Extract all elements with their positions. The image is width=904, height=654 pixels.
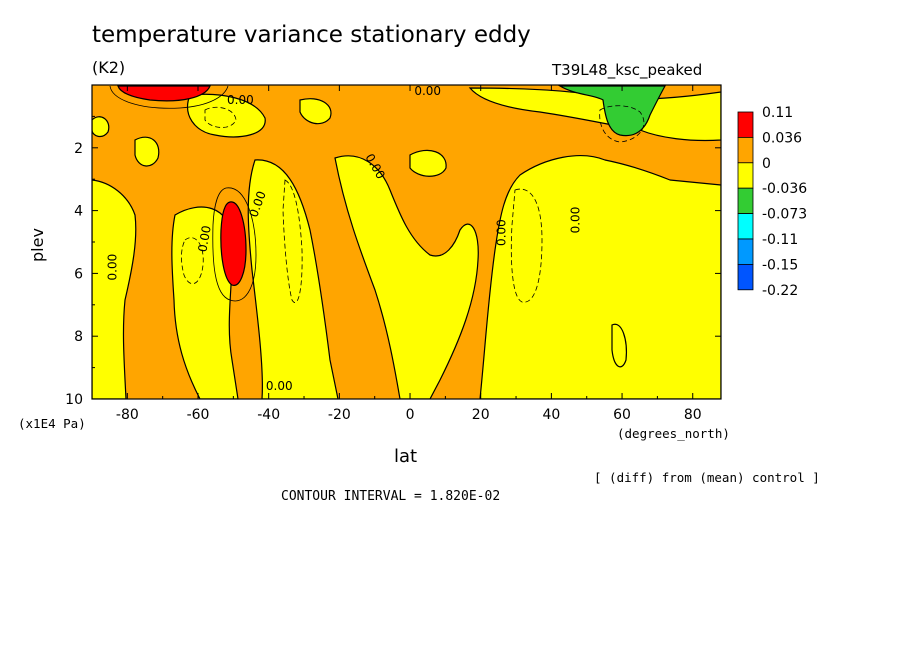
colorbar: 0.11 0.036 0 -0.036 -0.073 -0.11 -0.15 -0.22 <box>737 105 807 299</box>
colorbar-swatch <box>737 238 754 265</box>
red-region-midlat <box>220 201 247 286</box>
x-tick-label: -20 <box>328 407 351 423</box>
y-tick-label: 2 <box>74 141 83 157</box>
colorbar-label: -0.15 <box>762 257 798 273</box>
contour-label: 0.00 <box>266 379 293 393</box>
x-tick-label: -60 <box>187 407 210 423</box>
green-region-nh <box>557 85 667 137</box>
y-tick-label: 10 <box>65 392 83 408</box>
x-tick-label: 0 <box>406 407 415 423</box>
yellow-region-midlat <box>247 159 339 399</box>
colorbar-label: 0 <box>762 156 771 172</box>
yellow-region-small-d <box>92 116 110 138</box>
units-label: (K2) <box>92 58 126 77</box>
dashed-contours <box>181 105 645 303</box>
colorbar-swatch <box>737 263 754 291</box>
x-tick-label: 60 <box>613 407 631 423</box>
yellow-region-tropics <box>334 155 479 399</box>
run-label: T39L48_ksc_peaked <box>552 61 703 79</box>
yellow-region-top-band <box>187 93 266 138</box>
y-tick-label: 8 <box>74 329 83 345</box>
y-axis-ticks: 2 4 6 8 10 <box>65 115 721 408</box>
colorbar-label: -0.073 <box>762 207 807 223</box>
yellow-region-nh <box>479 155 721 399</box>
contour-label: 0.00 <box>227 93 254 107</box>
colorbar-swatch <box>737 213 754 240</box>
yellow-region-small-e <box>299 98 332 125</box>
contour-interval-label: CONTOUR INTERVAL = 1.820E-02 <box>281 489 501 504</box>
colorbar-swatch <box>737 111 754 138</box>
colorbar-swatch <box>737 187 754 214</box>
yellow-region-sh-left <box>92 179 137 399</box>
x-tick-label: 40 <box>542 407 560 423</box>
yellow-region-small-b <box>409 149 447 177</box>
colorbar-label: 0.11 <box>762 105 793 121</box>
diff-note: [ (diff) from (mean) control ] <box>594 470 820 485</box>
colorbar-label: -0.036 <box>762 181 807 197</box>
chart-title: temperature variance stationary eddy <box>92 22 531 48</box>
yellow-region-small-c <box>611 323 627 368</box>
yellow-region-small-a <box>134 136 160 167</box>
x-tick-label: -40 <box>257 407 280 423</box>
contour-label: 0.00 <box>494 219 508 246</box>
x-tick-label: 80 <box>684 407 702 423</box>
contour-label: 0.00 <box>414 84 441 98</box>
contour-label: 0.00 <box>569 207 583 234</box>
x-tick-label: -80 <box>116 407 139 423</box>
positive-contours <box>109 85 257 302</box>
colorbar-swatch <box>737 162 754 189</box>
x-axis-ticks: -80 -60 -40 -20 0 20 40 60 80 <box>91 85 702 423</box>
colorbar-label: -0.11 <box>762 232 798 248</box>
x-axis-units: (degrees_north) <box>617 426 730 441</box>
red-region-top <box>117 85 211 102</box>
y-tick-label: 6 <box>74 266 83 282</box>
colorbar-swatch <box>737 136 754 164</box>
x-axis-label: lat <box>394 446 418 467</box>
contour-label: 0.00 <box>106 254 120 281</box>
x-tick-label: 20 <box>472 407 490 423</box>
colorbar-label: -0.22 <box>762 283 798 299</box>
y-axis-units: (x1E4 Pa) <box>18 416 86 431</box>
colorbar-label: 0.036 <box>762 130 802 146</box>
y-tick-label: 4 <box>74 204 83 220</box>
contour-label: 0.00 <box>195 224 213 253</box>
